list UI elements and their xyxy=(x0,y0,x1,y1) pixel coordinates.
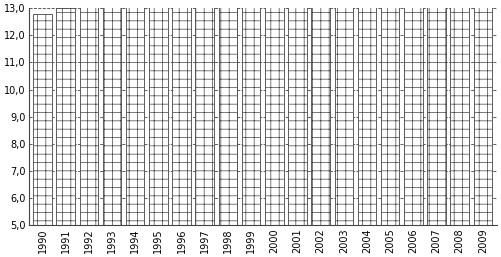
Bar xyxy=(57,8,75,225)
Bar xyxy=(195,0,214,225)
Bar xyxy=(427,0,446,225)
Bar xyxy=(450,0,469,225)
Bar xyxy=(126,0,144,225)
Bar xyxy=(172,0,191,225)
Bar xyxy=(473,0,492,225)
Bar xyxy=(404,0,423,225)
Bar xyxy=(242,0,261,225)
Bar xyxy=(218,0,237,225)
Bar xyxy=(80,0,98,225)
Bar xyxy=(33,14,52,225)
Bar xyxy=(149,0,168,225)
Bar xyxy=(288,0,307,225)
Bar xyxy=(103,0,121,225)
Bar xyxy=(381,0,399,225)
Bar xyxy=(358,0,376,225)
Bar xyxy=(335,0,353,225)
Bar xyxy=(265,0,284,225)
Bar xyxy=(312,0,330,225)
